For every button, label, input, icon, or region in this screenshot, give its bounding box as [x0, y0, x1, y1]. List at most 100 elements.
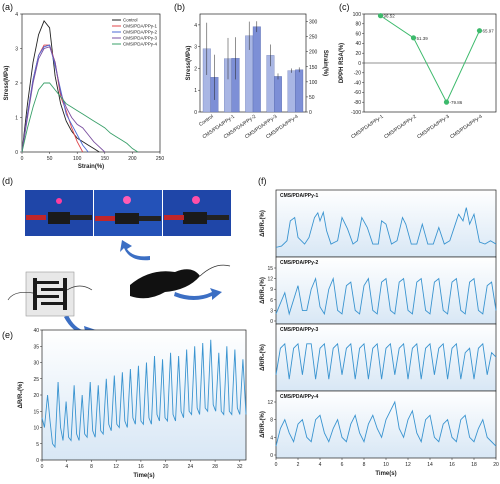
wire-red-1: [26, 215, 46, 220]
y-axis-label-b: Stress(MPa): [186, 46, 192, 81]
chart-a-stress-strain: 0 50 100 150 200 250 0 1 2 3 4 Strain(%) Stress(MPa)…: [4, 12, 164, 170]
sensor-patch-1: [48, 212, 70, 224]
legend-label-a: CMS/PDA/PPy-3: [123, 36, 158, 41]
legend-label-a: CMS/PDA/PPy-4: [123, 42, 158, 47]
point-label-c: 51.39: [417, 36, 429, 41]
subplot-frame-f: [275, 390, 497, 459]
y2-tick-label-b: 50: [309, 95, 315, 101]
subplot-title-f: CMS/PDA/PPy-2: [280, 260, 319, 266]
wire-black-2: [139, 216, 161, 221]
series-line-c: [380, 15, 480, 104]
lead-left: [7, 291, 34, 301]
chart-c-dpph: -100 -80 -60 -40 -20 0 20 40 60 80 100 DPPH RSA(%) 9…: [339, 12, 497, 141]
y-axis-label-a: Stress(MPa): [4, 66, 10, 101]
y-axis-label-f: ΔR/R₀(%): [260, 344, 266, 371]
x-tick-label-e: 24: [188, 464, 194, 470]
y-tick-label-c: 60: [355, 31, 361, 37]
chart-b-bars: 0 1 2 3 4 0 50 100 150 200 250 300 Stress(MPa) Strain…: [186, 13, 328, 140]
led-2: [123, 196, 131, 204]
y-tick-label-f: 12: [267, 277, 273, 283]
y-tick-label-a: 0: [15, 150, 18, 156]
y-tick-label-e: 15: [33, 409, 39, 415]
y-tick-label-c: -40: [354, 80, 361, 86]
y-tick-label-a: 3: [15, 47, 18, 53]
y-tick-label-f: 3: [270, 308, 273, 314]
subplot-title-f: CMS/PDA/PPy-1: [280, 193, 319, 199]
x-tick-label-f: 14: [427, 462, 433, 468]
x-tick-label-a: 150: [101, 156, 110, 162]
y-tick-label-e: 30: [33, 361, 39, 367]
sensor-patch-3: [183, 212, 207, 224]
y-tick-label-c: -100: [351, 110, 361, 116]
sensor-wire: [199, 264, 231, 277]
category-label-c: CMS/PDA/PPy-3: [416, 114, 451, 141]
x-tick-label-a: 50: [47, 156, 53, 162]
x-tick-label-f: 10: [383, 462, 389, 468]
point-label-c: 96.52: [384, 14, 396, 19]
x-axis-label-e: Time(s): [133, 473, 154, 479]
x-tick-label-f: 8: [363, 462, 366, 468]
legend-label-a: CMS/PDA/PPy-2: [123, 30, 158, 35]
wire-red-3: [164, 215, 184, 220]
y-tick-label-c: 0: [358, 61, 361, 67]
signal-line-f: [275, 342, 497, 380]
chart-f-signals: CMS/PDA/PPy-1 ΔR/R₀(%) CMS/PDA/PPy-2 0 3 6 9 12…: [260, 189, 499, 477]
category-label-c: CMS/PDA/PPy-2: [383, 114, 418, 141]
series-line-a-2: [21, 44, 89, 153]
x-tick-label-e: 20: [163, 464, 169, 470]
y-tick-label-f: 0: [270, 319, 273, 325]
point-label-c: 65.97: [483, 29, 495, 34]
y-tick-label-f: 0: [270, 453, 273, 459]
panel-label-e: (e): [2, 330, 13, 340]
x-tick-label-f: 16: [449, 462, 455, 468]
category-label-b: Control: [198, 114, 215, 128]
panel-label-c: (c): [339, 2, 350, 12]
panel-label-d: (d): [2, 176, 13, 186]
y-tick-label-e: 10: [33, 426, 39, 432]
bar-strain: [295, 69, 304, 113]
x-tick-label-f: 2: [297, 462, 300, 468]
subplot-frame-f: [275, 189, 497, 258]
x-tick-label-f: 20: [493, 462, 499, 468]
x-axis-label-f: Time(s): [375, 471, 396, 477]
y-axis-label-e: ΔR/R₀(%): [18, 382, 24, 409]
y-tick-label-b: 4: [194, 23, 197, 29]
electrode-pattern: [33, 278, 67, 310]
lead-right: [66, 285, 93, 291]
y-tick-label-f: 9: [270, 287, 273, 293]
y2-tick-label-b: 300: [309, 20, 318, 26]
x-tick-label-e: 28: [212, 464, 218, 470]
y2-tick-label-b: 200: [309, 50, 318, 56]
y-axis-label-c: DPPH RSA(%): [339, 43, 345, 83]
y-tick-label-f: 4: [270, 435, 273, 441]
point-label-c: -79.86: [450, 100, 463, 105]
x-tick-label-e: 8: [90, 464, 93, 470]
x-tick-label-f: 6: [341, 462, 344, 468]
series-line-a-1: [21, 44, 84, 153]
y-tick-label-e: 5: [36, 442, 39, 448]
flexible-sensor: [130, 269, 200, 299]
bar-strain: [252, 26, 261, 113]
signal-line-f: [275, 276, 497, 316]
y-tick-label-c: -20: [354, 71, 361, 77]
y2-tick-label-b: 250: [309, 35, 318, 41]
y-tick-label-a: 2: [15, 81, 18, 87]
y-tick-label-e: 35: [33, 344, 39, 350]
panel-label-a: (a): [2, 2, 13, 12]
y-tick-label-c: 100: [353, 12, 362, 18]
x-tick-label-f: 4: [319, 462, 322, 468]
y-tick-label-c: 80: [355, 22, 361, 28]
series-line-a-0: [21, 20, 100, 153]
y-tick-label-c: 20: [355, 51, 361, 57]
y-tick-label-f: 15: [267, 266, 273, 272]
y-tick-label-e: 20: [33, 393, 39, 399]
y2-tick-label-b: 0: [309, 110, 312, 116]
y-axis-label-f: ΔR/R₀(%): [260, 411, 266, 438]
y-tick-label-a: 1: [15, 116, 18, 122]
x-tick-label-a: 100: [73, 156, 82, 162]
x-tick-label-e: 16: [138, 464, 144, 470]
y-tick-label-f: 6: [270, 298, 273, 304]
sensor-patch-2: [115, 213, 139, 224]
y-tick-label-c: -60: [354, 90, 361, 96]
x-tick-label-e: 12: [113, 464, 119, 470]
